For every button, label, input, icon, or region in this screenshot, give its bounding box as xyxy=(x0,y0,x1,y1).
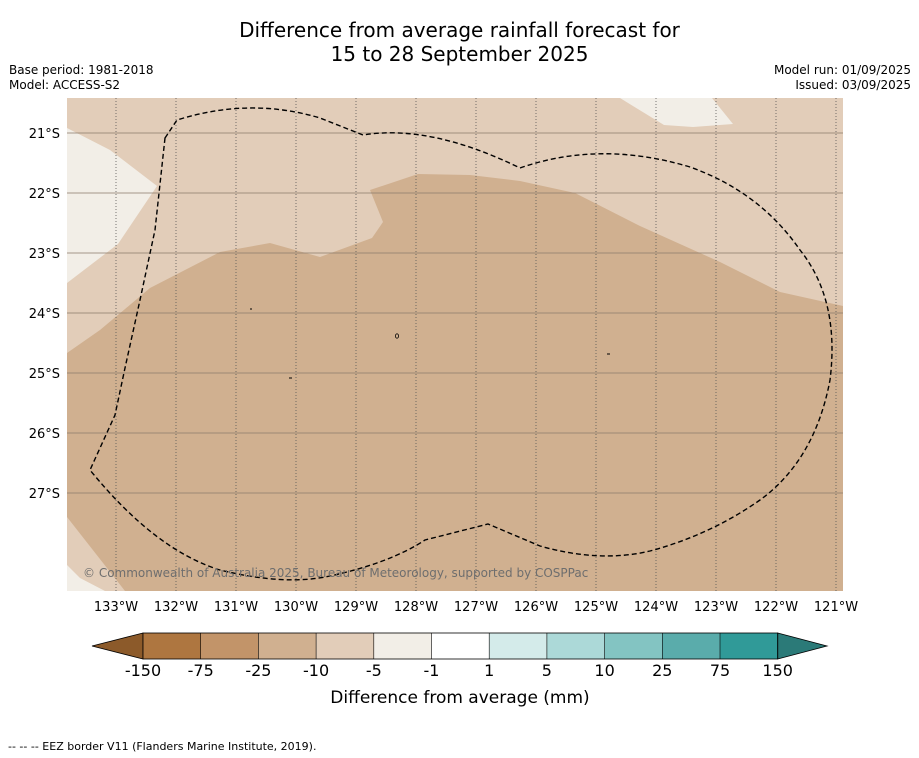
lon-label: 128°W xyxy=(394,600,438,615)
title-line-1: Difference from average rainfall forecas… xyxy=(239,18,680,42)
lat-label: 23°S xyxy=(29,247,60,262)
field-minus1-minus5-south xyxy=(67,565,105,591)
colorbar-tick-label: -10 xyxy=(303,661,329,680)
lon-label: 127°W xyxy=(454,600,498,615)
colorbar-tick-label: 75 xyxy=(710,661,730,680)
model-run-text: Model run: 01/09/2025 xyxy=(773,63,911,77)
copyright-text: © Commonwealth of Australia 2025, Bureau… xyxy=(83,566,588,580)
colorbar-segment xyxy=(258,633,317,659)
footnote-text: -- -- -- EEZ border V11 (Flanders Marine… xyxy=(8,740,317,753)
colorbar-segment xyxy=(662,633,720,659)
field-minus10-minus25 xyxy=(67,174,843,591)
colorbar-segment xyxy=(431,633,490,659)
eez-border xyxy=(89,107,833,581)
lat-label: 26°S xyxy=(29,427,60,442)
lon-label: 131°W xyxy=(214,600,258,615)
colorbar-extend-low xyxy=(91,632,144,660)
field-minus1-minus5-west xyxy=(67,98,157,283)
legend-label: Difference from average (mm) xyxy=(330,688,589,708)
colorbar-segment xyxy=(604,633,663,659)
colorbar-frame xyxy=(142,632,779,660)
colorbar-segment xyxy=(546,633,605,659)
colorbar-segment xyxy=(373,633,432,659)
lon-label: 129°W xyxy=(334,600,378,615)
lat-label: 21°S xyxy=(29,127,60,142)
map-area: © Commonwealth of Australia 2025, Bureau… xyxy=(67,98,843,591)
lat-label: 22°S xyxy=(29,187,60,202)
island-mark xyxy=(394,333,399,339)
lon-label: 124°W xyxy=(634,600,678,615)
colorbar-tick-label: -5 xyxy=(366,661,382,680)
colorbar-segment xyxy=(489,633,547,659)
colorbar-tick-label: -1 xyxy=(424,661,440,680)
lat-label: 25°S xyxy=(29,367,60,382)
issued-text: Issued: 03/09/2025 xyxy=(795,78,911,92)
lon-label: 133°W xyxy=(94,600,138,615)
colorbar-extend-high xyxy=(777,632,829,660)
colorbar-legend: -150 -75 -25 -10 -5 -1 1 5 10 25 75 150 xyxy=(91,632,829,680)
lon-label: 132°W xyxy=(154,600,198,615)
lon-label: 123°W xyxy=(694,600,738,615)
lon-label: 126°W xyxy=(514,600,558,615)
gridlines xyxy=(67,98,843,591)
lon-label: 130°W xyxy=(274,600,318,615)
latitude-labels: 21°S 22°S 23°S 24°S 25°S 26°S 27°S xyxy=(29,127,60,502)
colorbar-segment xyxy=(316,633,374,659)
field-minus1-minus5-northeast xyxy=(620,98,733,127)
lon-label: 122°W xyxy=(754,600,798,615)
colorbar-tick-label: -25 xyxy=(245,661,271,680)
lat-label: 24°S xyxy=(29,307,60,322)
colorbar-tick-label: 25 xyxy=(652,661,672,680)
lat-label: 27°S xyxy=(29,487,60,502)
lon-label: 125°W xyxy=(574,600,618,615)
colorbar-tick-label: 5 xyxy=(542,661,552,680)
colorbar-segment xyxy=(200,633,259,659)
meta-right: Model run: 01/09/2025 Issued: 03/09/2025 xyxy=(774,63,911,93)
base-period-text: Base period: 1981-2018 xyxy=(9,63,154,77)
lon-label: 121°W xyxy=(814,600,858,615)
meta-left: Base period: 1981-2018 Model: ACCESS-S2 xyxy=(9,63,154,93)
colorbar-tick-label: -150 xyxy=(125,661,161,680)
colorbar-tick-label: -75 xyxy=(188,661,214,680)
colorbar-tick-label: 1 xyxy=(484,661,494,680)
title-line-2: 15 to 28 September 2025 xyxy=(330,42,589,66)
colorbar-segment xyxy=(720,633,778,659)
colorbar-segment xyxy=(143,633,201,659)
colorbar-tick-label: 10 xyxy=(594,661,614,680)
longitude-labels: 133°W 132°W 131°W 130°W 129°W 128°W 127°W 126°W… xyxy=(94,600,858,615)
model-text: Model: ACCESS-S2 xyxy=(9,78,121,92)
colorbar-tick-label: 150 xyxy=(762,661,793,680)
chart-title: Difference from average rainfall forecas… xyxy=(0,18,919,66)
